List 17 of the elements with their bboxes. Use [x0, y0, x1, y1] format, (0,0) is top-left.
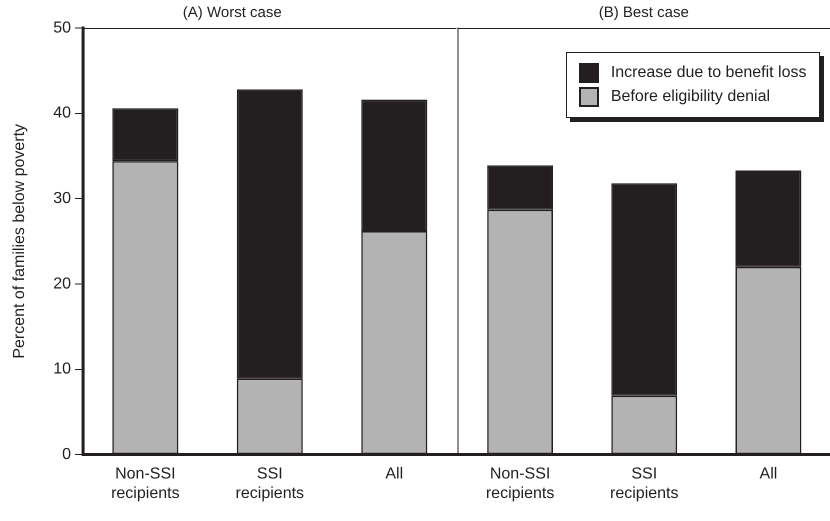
y-axis-title: Percent of families below poverty — [11, 124, 28, 359]
y-tick-label: 0 — [62, 446, 72, 464]
y-tick-label: 30 — [53, 190, 72, 208]
x-tick-label: Non-SSI recipients — [485, 466, 554, 502]
legend-label: Increase due to benefit loss — [610, 64, 806, 82]
y-tick-label: 40 — [53, 104, 72, 122]
x-tick-label: All — [759, 466, 777, 483]
chart-title: (A) Worst case — [182, 4, 282, 22]
y-tick-label: 20 — [53, 275, 72, 292]
legend-label: Before eligibility denial — [610, 88, 770, 106]
chart-title: (B) Best case — [598, 4, 688, 22]
x-tick-label: SSI recipients — [236, 466, 304, 502]
y-tick-label: 50 — [53, 19, 72, 36]
x-tick-label: All — [385, 466, 404, 483]
x-tick-label: SSI recipients — [609, 466, 678, 502]
y-tick-label: 10 — [53, 360, 72, 378]
x-tick-label: Non-SSI recipients — [111, 466, 180, 502]
